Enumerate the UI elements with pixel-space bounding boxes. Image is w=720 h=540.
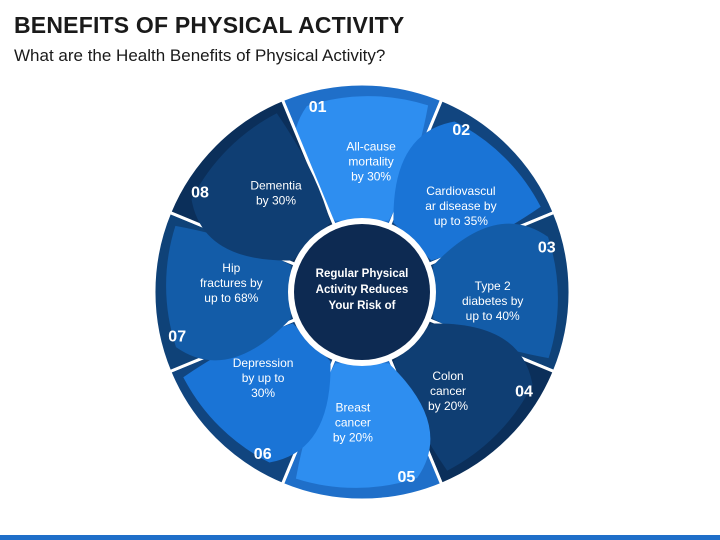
segment-number: 06 (254, 446, 272, 463)
slide-title: BENEFITS OF PHYSICAL ACTIVITY (14, 12, 405, 38)
center-hub-text-line: Regular Physical (316, 268, 409, 280)
center-hub-text-line: Your Risk of (329, 300, 396, 312)
segment-number: 05 (398, 469, 416, 486)
segment-label: Cardiovascul ar disease by up to 35% (425, 184, 496, 228)
segment-label-line: fractures by (200, 276, 263, 290)
segment-number: 03 (538, 240, 556, 257)
segment-number: 04 (515, 383, 533, 400)
segment-label-line: ar disease by (425, 199, 496, 213)
segment-label-line: Hip (222, 261, 240, 275)
center-hub-text: Regular Physical Activity Reduces Your Ris… (316, 268, 409, 312)
segment-label-line: 30% (251, 386, 275, 400)
segment-label-line: Colon (432, 369, 463, 383)
segment-inner-petal (191, 113, 331, 261)
slide-subtitle: What are the Health Benefits of Physical… (14, 46, 386, 65)
wheel-segment-01: 01 All-cause mortality by 30% (280, 82, 444, 296)
segment-label-line: All-cause (346, 139, 396, 153)
segment-label-line: up to 68% (204, 291, 258, 305)
segment-number: 07 (168, 328, 186, 345)
segment-number: 02 (452, 122, 470, 139)
segment-label-line: mortality (348, 154, 393, 168)
segment-inner-petal (433, 223, 558, 359)
center-hub (294, 224, 430, 360)
segment-label-line: up to 35% (434, 214, 488, 228)
center-hub-text-line: Activity Reduces (316, 284, 409, 296)
segment-label-line: Type 2 (475, 279, 511, 293)
segment-inner-petal (166, 225, 291, 361)
segment-label-line: up to 40% (466, 309, 520, 323)
wheel-segment-03: 03 Type 2 diabetes by up to 40% (358, 210, 572, 374)
segment-label-line: Breast (336, 401, 371, 415)
segment-label-line: Depression (233, 356, 294, 370)
segment-label-line: Dementia (250, 179, 302, 193)
segment-label: Dementia by 30% (250, 179, 302, 208)
bottom-accent-bar (0, 535, 720, 540)
wheel-segment-05: 05 Breast cancer by 20% (280, 288, 444, 502)
segment-label: Hip fractures by up to 68% (200, 261, 263, 305)
segment-label-line: by up to (242, 371, 285, 385)
segment-inner-petal (293, 96, 429, 221)
segment-label: Colon cancer by 20% (428, 369, 468, 413)
segment-label: All-cause mortality by 30% (346, 139, 396, 183)
segment-inner-petal (295, 363, 431, 488)
segment-label: Depression by up to 30% (233, 356, 294, 400)
segment-label: Type 2 diabetes by up to 40% (462, 279, 523, 323)
segment-label: Breast cancer by 20% (333, 401, 373, 445)
wheel-segment-07: 07 Hip fractures by up to 68% (152, 210, 366, 374)
segment-number: 08 (191, 185, 209, 202)
segment-label-line: cancer (430, 384, 466, 398)
segment-label-line: by 20% (333, 431, 373, 445)
segment-label-line: by 20% (428, 399, 468, 413)
segment-label-line: diabetes by (462, 294, 523, 308)
segment-label-line: cancer (335, 416, 371, 430)
segment-label-line: by 30% (351, 169, 391, 183)
segment-label-line: Cardiovascul (426, 184, 495, 198)
segment-label-line: by 30% (256, 194, 296, 208)
segment-number: 01 (309, 99, 327, 116)
